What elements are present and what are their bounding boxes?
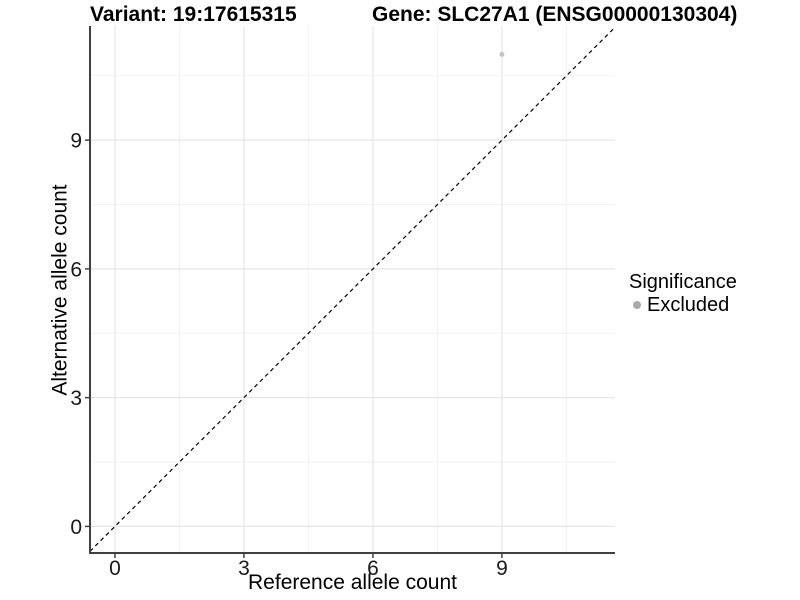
y-tick-label: 6 (70, 258, 82, 281)
x-tick-label: 6 (367, 557, 379, 580)
legend: Significance Excluded (629, 271, 737, 316)
identity-line (89, 26, 616, 552)
legend-item-excluded: Excluded (629, 295, 737, 315)
legend-title: Significance (629, 271, 737, 293)
y-axis-label: Alternative allele count (48, 184, 72, 396)
x-axis-label: Reference allele count (248, 571, 457, 594)
data-point-excluded (499, 51, 505, 57)
x-tick-label: 9 (496, 557, 508, 580)
y-tick-label: 3 (70, 387, 82, 410)
legend-dot-icon (633, 301, 641, 309)
variant-title: Variant: 19:17615315 (90, 3, 297, 26)
x-tick-label: 3 (238, 557, 250, 580)
y-tick-label: 0 (70, 516, 82, 539)
x-tick-label: 0 (109, 557, 121, 580)
y-tick-label: 9 (70, 130, 82, 153)
gene-title: Gene: SLC27A1 (ENSG00000130304) (372, 3, 738, 26)
legend-item-label: Excluded (647, 294, 730, 316)
